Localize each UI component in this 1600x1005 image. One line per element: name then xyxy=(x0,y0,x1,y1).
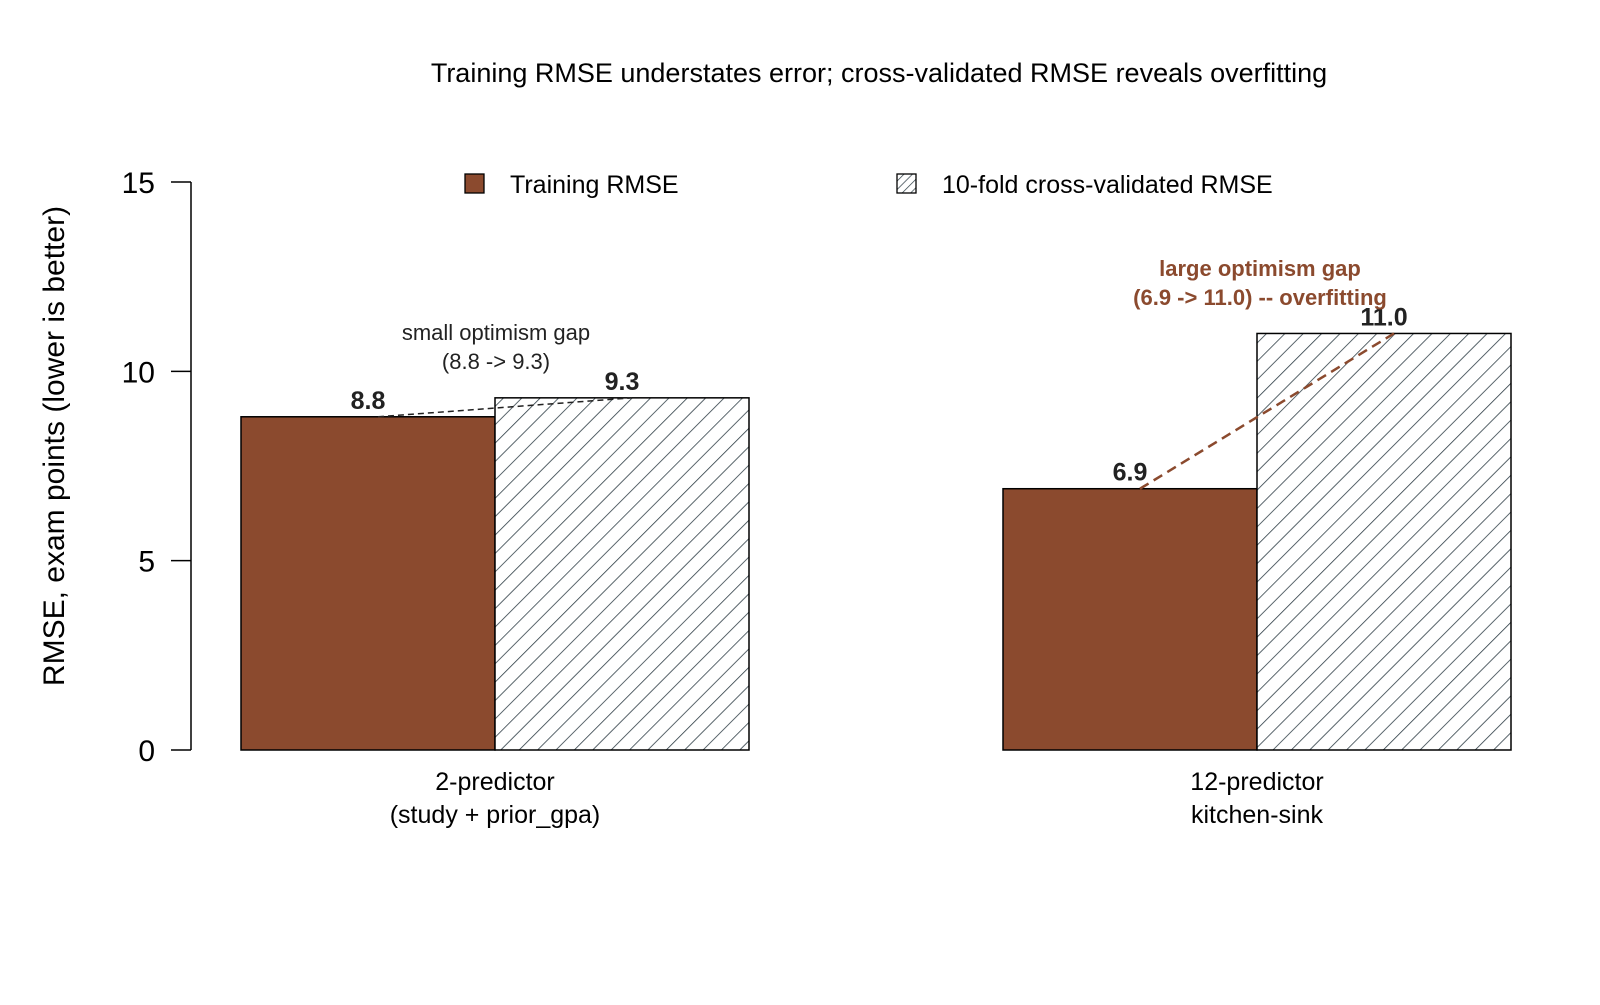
y-tick-label: 10 xyxy=(122,356,155,389)
legend-label-cv: 10-fold cross-validated RMSE xyxy=(942,171,1273,199)
gap-line-1 xyxy=(377,397,633,418)
gap-line-2 xyxy=(1139,332,1395,490)
legend-swatch-cv xyxy=(896,173,917,194)
y-tick-label: 5 xyxy=(138,546,155,579)
y-tick-label: 0 xyxy=(138,735,155,768)
annotation-1-line-1: small optimism gap xyxy=(402,320,590,345)
annotation-2-line-1: large optimism gap xyxy=(1159,256,1361,281)
x-tick-label-1-line-1: 2-predictor xyxy=(435,768,555,796)
y-axis-label: RMSE, exam points (lower is better) xyxy=(38,206,71,686)
y-tick-label: 15 xyxy=(122,167,155,200)
legend-label-training: Training RMSE xyxy=(510,171,679,199)
value-label-training-2: 6.9 xyxy=(1113,459,1148,487)
x-tick-label-2-line-1: 12-predictor xyxy=(1190,768,1323,796)
chart-title: Training RMSE understates error; cross-v… xyxy=(431,58,1327,88)
value-label-cv-2: 11.0 xyxy=(1360,303,1407,331)
annotation-2-line-2: (6.9 -> 11.0) -- overfitting xyxy=(1133,285,1387,310)
annotations: small optimism gap (8.8 -> 9.3) large opti… xyxy=(402,256,1387,374)
x-tick-label-1-line-2: (study + prior_gpa) xyxy=(390,801,601,829)
gap-lines xyxy=(377,332,1395,490)
x-tick-labels: 2-predictor (study + prior_gpa) 12-predict… xyxy=(390,768,1324,829)
bar-cv-1 xyxy=(494,397,750,751)
legend-swatch-training xyxy=(464,173,485,194)
x-tick-label-2-line-2: kitchen-sink xyxy=(1191,801,1323,829)
legend: Training RMSE 10-fold cross-validated RM… xyxy=(464,171,1273,199)
annotation-1-line-2: (8.8 -> 9.3) xyxy=(442,349,550,374)
value-label-cv-1: 9.3 xyxy=(605,368,640,396)
value-label-training-1: 8.8 xyxy=(351,387,386,415)
bars-group xyxy=(240,332,1512,751)
y-axis: 0 5 10 15 xyxy=(122,167,192,768)
value-labels: 8.8 9.3 6.9 11.0 xyxy=(351,303,1408,486)
bar-training-1 xyxy=(240,416,496,751)
bar-training-2 xyxy=(1002,487,1258,751)
bar-cv-2 xyxy=(1256,332,1512,751)
